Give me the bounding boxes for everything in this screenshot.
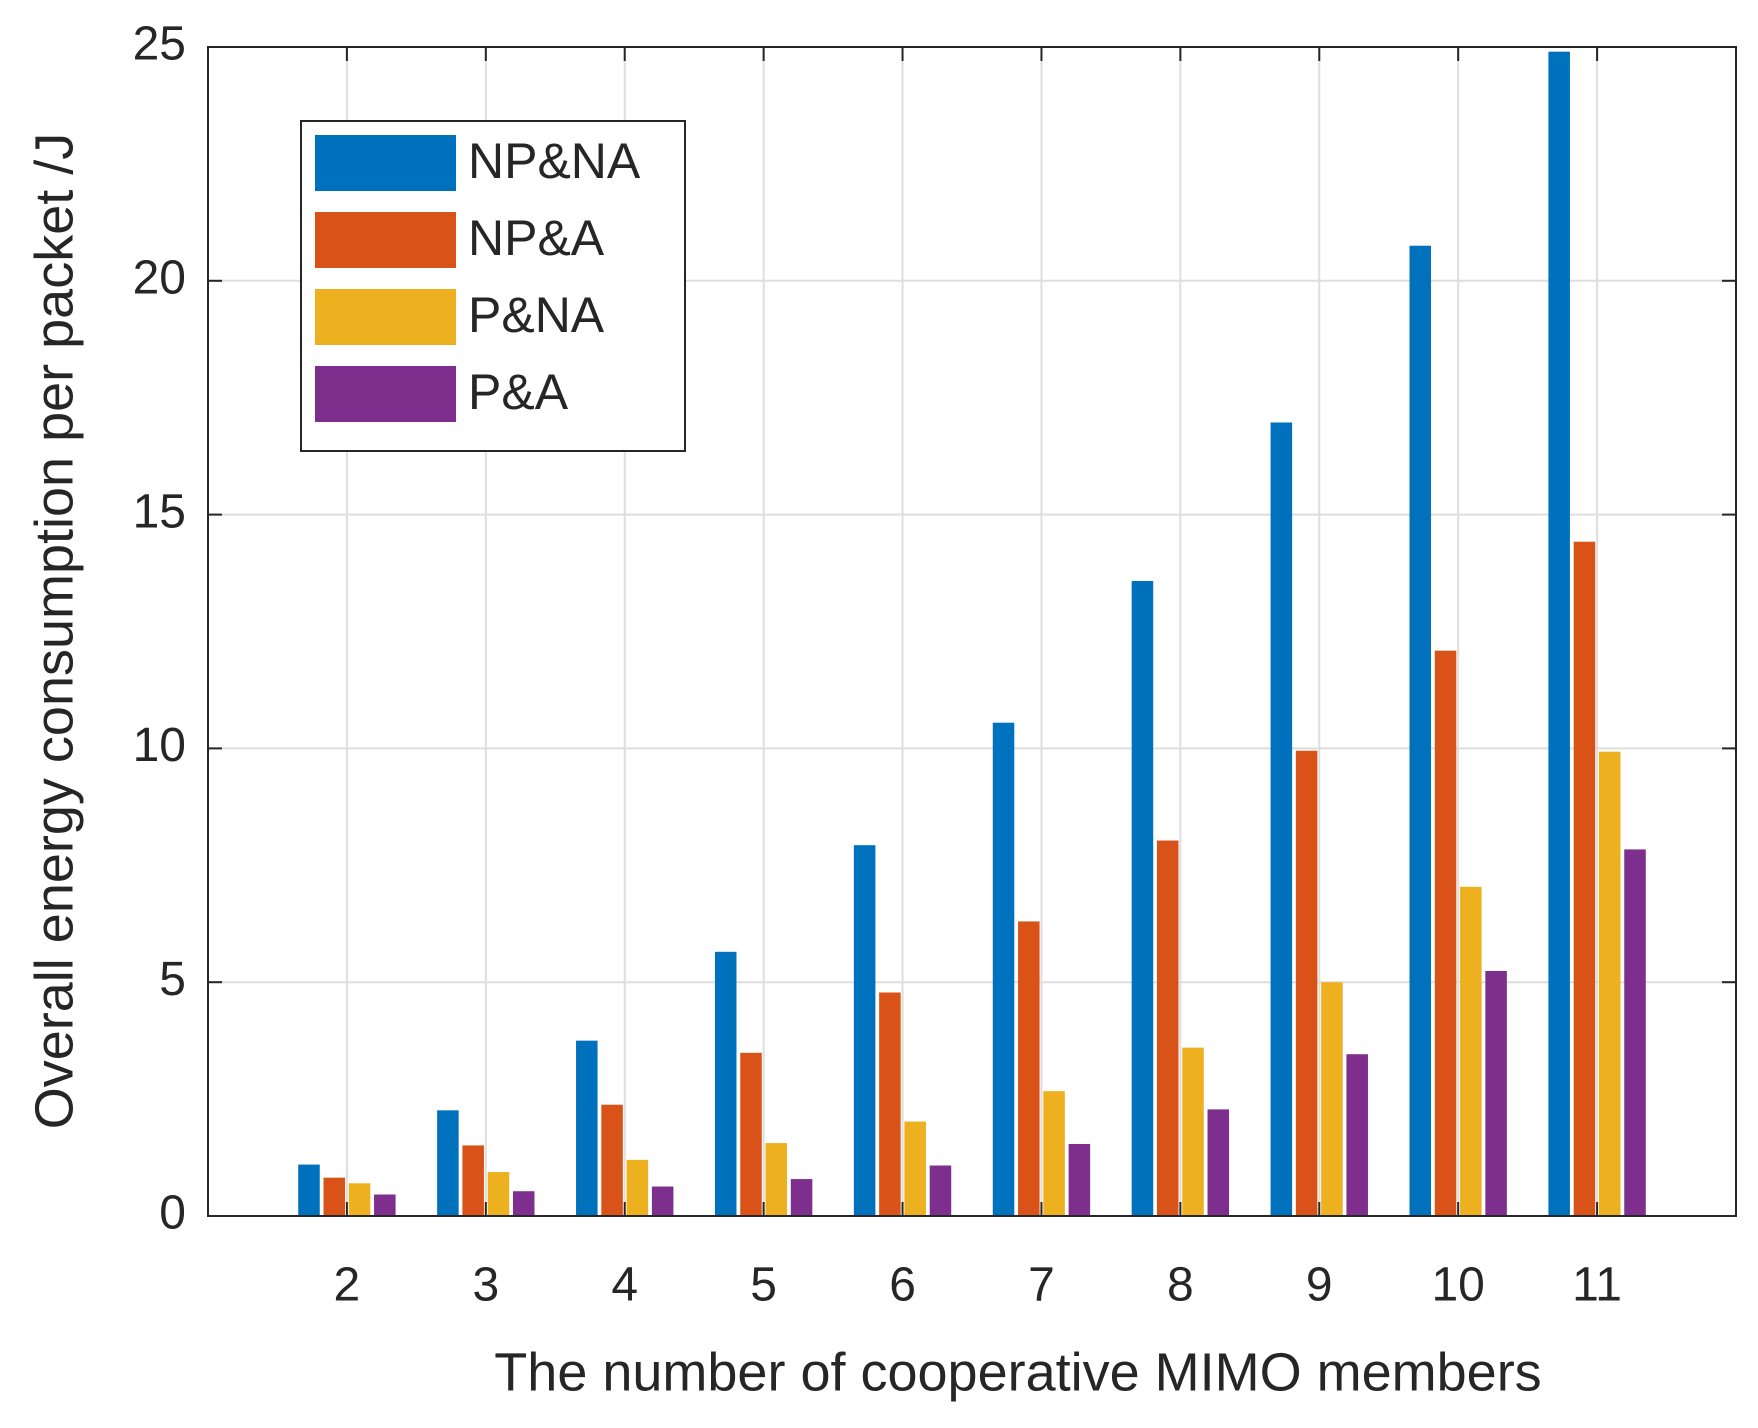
bar xyxy=(765,1143,788,1216)
bar xyxy=(714,951,737,1216)
legend-swatch xyxy=(315,135,456,191)
bar xyxy=(1434,650,1457,1216)
legend-label: P&A xyxy=(468,364,569,420)
x-tick-label: 9 xyxy=(1306,1259,1333,1312)
bar xyxy=(1295,750,1318,1216)
legend-label: NP&NA xyxy=(468,133,641,189)
y-tick-label: 5 xyxy=(159,953,186,1006)
y-tick-label: 10 xyxy=(133,719,186,772)
bar xyxy=(487,1172,510,1216)
y-tick-label: 15 xyxy=(133,485,186,538)
bar xyxy=(626,1159,649,1216)
bar xyxy=(512,1191,535,1216)
legend-swatch xyxy=(315,289,456,345)
bar xyxy=(1346,1054,1368,1216)
bar xyxy=(1156,840,1179,1216)
x-tick-label: 4 xyxy=(611,1259,638,1312)
bar xyxy=(879,992,901,1216)
bar xyxy=(462,1145,484,1216)
bar xyxy=(790,1179,813,1216)
bar xyxy=(1573,541,1596,1216)
bar xyxy=(601,1104,623,1216)
bar xyxy=(576,1040,598,1216)
bar xyxy=(323,1177,346,1216)
bar xyxy=(740,1052,762,1216)
bar xyxy=(1270,422,1293,1216)
x-tick-label: 3 xyxy=(472,1259,499,1312)
bar xyxy=(1624,849,1646,1216)
bar xyxy=(1485,970,1507,1216)
bar xyxy=(1182,1047,1204,1216)
x-tick-label: 2 xyxy=(334,1259,361,1312)
bar xyxy=(1321,982,1343,1216)
bar xyxy=(1598,751,1621,1216)
bar xyxy=(374,1194,396,1216)
bar xyxy=(853,845,876,1216)
y-axis-label: Overall energy consumption per packet /J xyxy=(24,133,84,1130)
legend-label: P&NA xyxy=(468,287,605,343)
x-tick-label: 8 xyxy=(1167,1259,1194,1312)
bar xyxy=(1207,1109,1230,1216)
bar xyxy=(904,1121,926,1216)
x-tick-label: 11 xyxy=(1572,1259,1622,1312)
legend-swatch xyxy=(315,366,456,422)
y-tick-label: 20 xyxy=(133,251,186,304)
bar xyxy=(1131,580,1154,1216)
plot-frame xyxy=(207,46,1737,1217)
x-tick-label: 5 xyxy=(750,1259,777,1312)
bar xyxy=(298,1164,320,1216)
bar xyxy=(1548,51,1570,1216)
legend-swatch xyxy=(315,212,456,268)
bar xyxy=(929,1165,952,1216)
legend-label: NP&A xyxy=(468,210,605,266)
bar xyxy=(1409,245,1432,1217)
bar xyxy=(437,1110,459,1216)
bar xyxy=(1043,1091,1065,1216)
bar xyxy=(1018,921,1040,1216)
y-tick-label: 0 xyxy=(159,1187,186,1240)
x-tick-label: 6 xyxy=(889,1259,916,1312)
x-axis-label: The number of cooperative MIMO members xyxy=(494,1342,1541,1402)
bar xyxy=(348,1183,371,1216)
bar xyxy=(1068,1143,1091,1216)
y-tick-label: 25 xyxy=(133,18,186,71)
x-tick-label: 7 xyxy=(1028,1259,1055,1312)
bar xyxy=(992,722,1015,1216)
x-tick-label: 10 xyxy=(1431,1259,1484,1312)
bar xyxy=(651,1186,674,1216)
bar xyxy=(1460,886,1482,1216)
